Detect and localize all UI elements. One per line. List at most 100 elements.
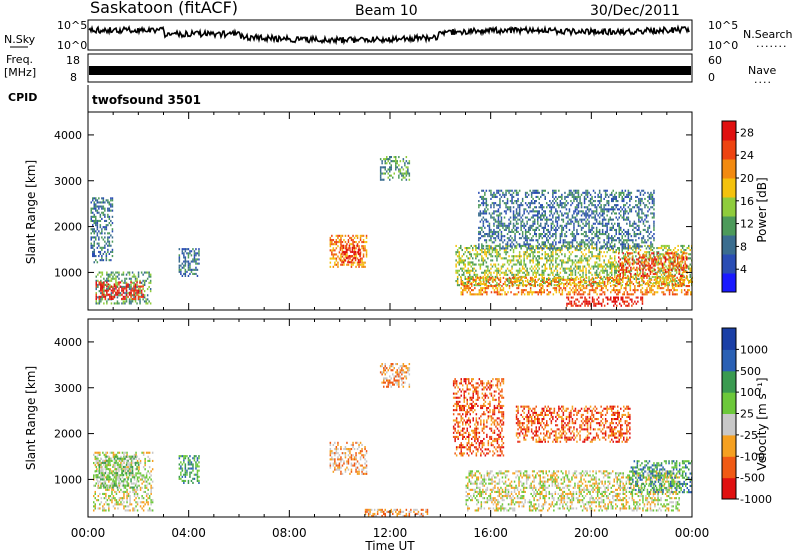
power-cell xyxy=(342,244,345,247)
power-cell xyxy=(490,237,492,240)
power-cell xyxy=(628,264,631,267)
power-cell xyxy=(96,209,99,212)
power-cell xyxy=(573,245,575,248)
power-cell xyxy=(565,208,568,211)
power-cell xyxy=(574,235,577,238)
power-cell xyxy=(362,255,365,258)
power-cell xyxy=(502,245,504,248)
power-cell xyxy=(478,283,481,286)
power-cell xyxy=(575,304,577,307)
power-cell xyxy=(502,235,504,238)
power-cell xyxy=(506,245,509,248)
power-cell xyxy=(130,289,132,292)
power-cell xyxy=(523,210,525,213)
power-cell xyxy=(193,256,196,259)
power-cell xyxy=(629,263,631,266)
power-cell xyxy=(679,283,681,286)
power-cell xyxy=(482,202,485,205)
power-cell xyxy=(609,216,611,219)
power-cell xyxy=(588,255,590,258)
power-cell xyxy=(137,297,140,300)
power-cell xyxy=(109,297,111,300)
power-cell xyxy=(399,170,402,173)
power-cell xyxy=(530,284,533,287)
power-cell xyxy=(661,266,664,269)
power-cell xyxy=(178,270,181,273)
power-cell xyxy=(149,279,152,282)
power-cell xyxy=(652,283,654,286)
power-cell xyxy=(485,220,488,223)
power-cell xyxy=(665,278,668,281)
power-cell xyxy=(112,297,114,300)
power-cell xyxy=(354,257,357,260)
power-cell xyxy=(484,284,486,287)
power-cell xyxy=(509,271,512,274)
power-cell xyxy=(550,284,553,287)
power-cell xyxy=(379,172,382,175)
power-cell xyxy=(571,282,574,285)
power-cell xyxy=(591,216,593,219)
power-cell xyxy=(577,202,580,205)
power-cell xyxy=(518,267,521,270)
power-cell xyxy=(511,259,513,262)
power-cell xyxy=(134,295,137,298)
power-cell xyxy=(606,296,609,299)
power-cell xyxy=(395,166,397,169)
power-cell xyxy=(598,230,601,233)
power-cell xyxy=(658,276,660,279)
power-cell xyxy=(596,285,598,288)
power-cell xyxy=(108,259,111,262)
power-cell xyxy=(555,247,557,250)
power-cell xyxy=(604,247,607,250)
power-cell xyxy=(552,244,554,247)
power-cell xyxy=(549,259,551,262)
power-cell xyxy=(96,242,99,245)
power-cell xyxy=(609,277,611,280)
power-cell xyxy=(612,239,614,242)
power-cell xyxy=(107,273,110,276)
power-cell xyxy=(638,208,640,211)
power-cell xyxy=(585,222,587,225)
power-cell xyxy=(395,164,397,167)
power-cell xyxy=(639,204,642,207)
power-cell xyxy=(543,278,545,281)
power-cell xyxy=(480,283,482,286)
power-cell xyxy=(544,253,546,256)
power-cell xyxy=(553,269,556,272)
power-cell xyxy=(573,195,575,198)
power-cell xyxy=(631,280,633,283)
power-cell xyxy=(487,275,489,278)
power-cell xyxy=(644,283,647,286)
power-cell xyxy=(666,251,669,254)
power-cell xyxy=(494,220,497,223)
power-cell xyxy=(621,230,623,233)
power-cell xyxy=(523,271,525,274)
power-cell xyxy=(624,212,627,215)
power-cell xyxy=(598,257,601,260)
power-cell xyxy=(463,253,465,256)
power-cell xyxy=(571,202,574,205)
power-cell xyxy=(579,245,581,248)
power-cell xyxy=(594,280,597,283)
power-cell xyxy=(623,300,625,303)
power-cell xyxy=(553,228,556,231)
power-cell xyxy=(538,206,540,209)
power-cell xyxy=(647,220,649,223)
power-cell xyxy=(115,285,117,288)
power-cell xyxy=(106,300,108,303)
power-cell xyxy=(113,294,116,297)
power-cell xyxy=(116,291,119,294)
power-cell xyxy=(641,239,643,242)
power-cell xyxy=(582,278,585,281)
power-cell xyxy=(570,300,573,303)
power-cell xyxy=(104,250,106,253)
power-cell xyxy=(467,267,469,270)
power-cell xyxy=(561,293,564,296)
power-cell xyxy=(106,288,108,291)
power-cell xyxy=(113,283,116,286)
power-cell xyxy=(535,226,537,229)
power-cell xyxy=(383,158,385,161)
power-cell xyxy=(558,195,560,198)
power-cell xyxy=(654,268,656,271)
power-cell xyxy=(652,258,655,261)
